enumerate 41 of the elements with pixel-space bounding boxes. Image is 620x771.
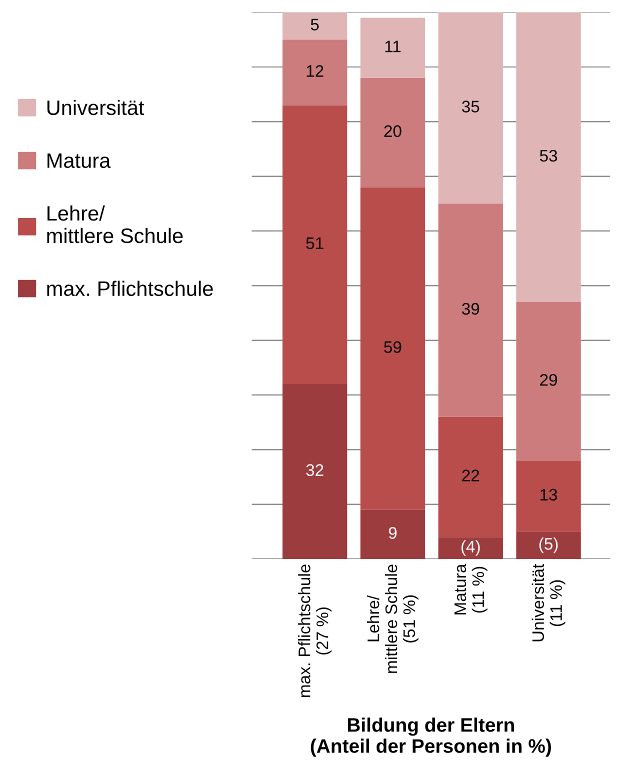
legend-label: Lehre/ mittlere Schule [47,205,183,244]
data-label: 20 [384,125,402,138]
bar [438,12,503,204]
bar [360,18,426,78]
x-tick-label: Matura (11 %) [454,564,488,614]
data-label: (4) [461,540,480,556]
x-tick-label: max. Pflichtschule (27 %) [298,564,332,698]
bar [438,416,503,538]
legend-label: Universität [47,100,144,116]
bar [282,105,348,384]
bar [282,40,348,106]
data-label: 59 [384,341,402,353]
data-label: 32 [306,464,324,476]
bar [282,384,348,559]
data-label: 9 [388,527,397,539]
data-label: 35 [462,100,480,112]
data-label: 5 [310,18,319,30]
data-label: (5) [539,538,558,554]
bar [438,204,503,417]
legend-label: Matura [48,153,111,168]
bar [516,460,581,532]
data-label: 11 [385,40,401,52]
data-label: 13 [540,488,558,501]
data-label: 53 [540,150,558,162]
bar [516,12,581,302]
x-tick-label: Universität (11 %) [532,564,566,642]
data-label: 22 [462,470,480,482]
data-label: 51 [306,238,324,250]
data-label: 12 [306,65,324,77]
data-label: 29 [540,374,558,386]
bar [516,532,581,559]
bar [516,302,581,461]
bar [360,187,426,510]
bar [360,78,426,188]
x-tick-label: Lehre/ mittlere Schule (51 %) [367,564,418,673]
bar [438,537,503,559]
data-label: 39 [462,302,480,315]
x-axis-title: Bildung der Eltern (Anteil der Personen in %) [310,718,551,757]
bar [282,12,348,40]
bar [360,510,426,559]
legend-label: max. Pflichtschule [47,280,213,296]
